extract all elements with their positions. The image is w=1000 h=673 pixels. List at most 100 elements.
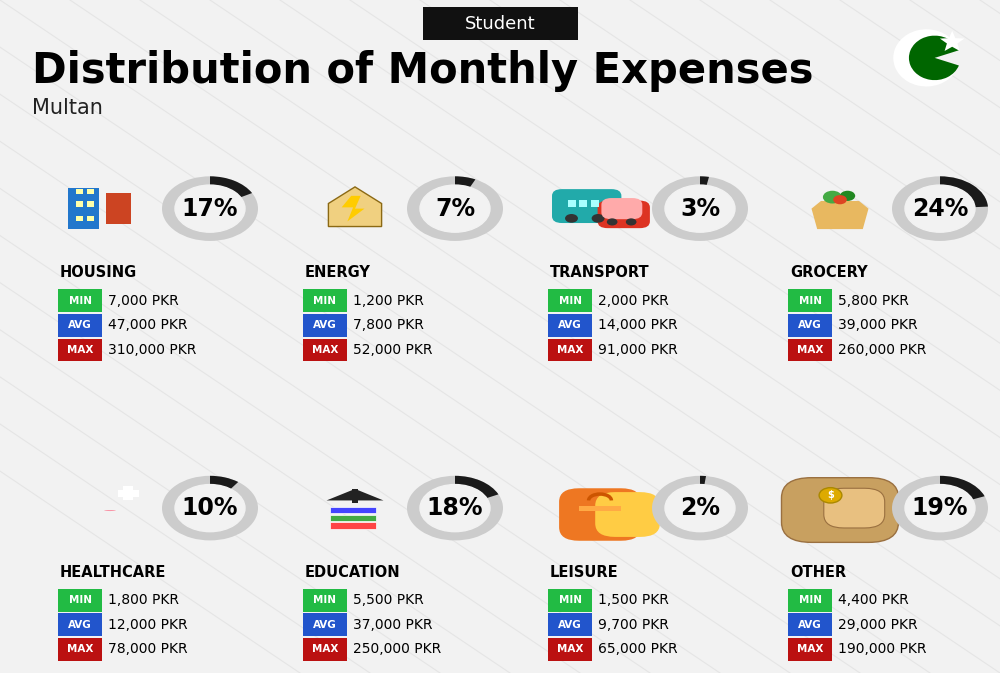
FancyBboxPatch shape [303,339,347,361]
FancyBboxPatch shape [601,198,642,219]
Circle shape [420,185,490,232]
FancyBboxPatch shape [58,289,102,312]
Text: 7%: 7% [435,197,475,221]
Text: 14,000 PKR: 14,000 PKR [598,318,678,332]
Wedge shape [652,476,748,540]
Text: MAX: MAX [797,345,823,355]
Text: MIN: MIN [559,596,582,605]
Circle shape [840,190,855,201]
FancyBboxPatch shape [788,613,832,636]
FancyBboxPatch shape [303,314,347,336]
Text: MAX: MAX [312,645,338,654]
FancyBboxPatch shape [87,189,94,194]
Text: 2%: 2% [680,496,720,520]
FancyBboxPatch shape [87,201,94,207]
Polygon shape [940,31,964,51]
Wedge shape [210,476,238,489]
FancyBboxPatch shape [591,200,599,207]
FancyBboxPatch shape [118,490,138,497]
Text: 65,000 PKR: 65,000 PKR [598,643,678,656]
Circle shape [905,185,975,232]
Circle shape [420,485,490,532]
Text: Student: Student [465,15,535,32]
Text: 29,000 PKR: 29,000 PKR [838,618,918,631]
FancyBboxPatch shape [58,314,102,336]
Text: 91,000 PKR: 91,000 PKR [598,343,678,357]
Text: 310,000 PKR: 310,000 PKR [108,343,196,357]
FancyBboxPatch shape [788,289,832,312]
Text: OTHER: OTHER [790,565,846,579]
FancyBboxPatch shape [548,613,592,636]
FancyBboxPatch shape [58,339,102,361]
FancyBboxPatch shape [548,314,592,336]
Text: HEALTHCARE: HEALTHCARE [60,565,166,579]
Text: AVG: AVG [68,320,92,330]
Text: 9,700 PKR: 9,700 PKR [598,618,669,631]
Wedge shape [162,476,258,540]
FancyBboxPatch shape [58,613,102,636]
Circle shape [607,218,617,225]
FancyBboxPatch shape [76,189,83,194]
Text: MAX: MAX [557,345,583,355]
Text: LEISURE: LEISURE [550,565,619,579]
Circle shape [175,185,245,232]
Wedge shape [940,476,985,499]
Text: 250,000 PKR: 250,000 PKR [353,643,441,656]
Text: 19%: 19% [912,496,968,520]
Text: 7,800 PKR: 7,800 PKR [353,318,424,332]
Circle shape [823,190,842,203]
Text: 1,200 PKR: 1,200 PKR [353,294,424,308]
FancyBboxPatch shape [788,638,832,661]
Wedge shape [700,476,706,485]
Text: Distribution of Monthly Expenses: Distribution of Monthly Expenses [32,50,814,92]
Wedge shape [455,176,475,187]
Text: 37,000 PKR: 37,000 PKR [353,618,432,631]
FancyBboxPatch shape [303,638,347,661]
Wedge shape [407,176,503,241]
Wedge shape [892,176,988,241]
Text: 7,000 PKR: 7,000 PKR [108,294,179,308]
Text: AVG: AVG [313,320,337,330]
Text: 5,500 PKR: 5,500 PKR [353,594,424,607]
Text: EDUCATION: EDUCATION [305,565,401,579]
Text: AVG: AVG [798,620,822,629]
Polygon shape [812,201,868,229]
FancyBboxPatch shape [552,189,621,223]
Text: HOUSING: HOUSING [60,265,137,280]
FancyBboxPatch shape [788,314,832,336]
Text: AVG: AVG [68,620,92,629]
Wedge shape [455,476,498,498]
FancyBboxPatch shape [58,638,102,661]
FancyBboxPatch shape [559,489,641,541]
Text: 47,000 PKR: 47,000 PKR [108,318,188,332]
Text: AVG: AVG [558,320,582,330]
FancyBboxPatch shape [548,339,592,361]
Wedge shape [893,30,955,86]
Text: 78,000 PKR: 78,000 PKR [108,643,188,656]
Text: 3%: 3% [680,197,720,221]
Text: 2,000 PKR: 2,000 PKR [598,294,669,308]
Wedge shape [700,176,709,186]
FancyBboxPatch shape [595,492,660,537]
FancyBboxPatch shape [58,589,102,612]
Text: 5,800 PKR: 5,800 PKR [838,294,909,308]
Circle shape [565,214,578,223]
Text: 24%: 24% [912,197,968,221]
FancyBboxPatch shape [352,489,358,503]
Text: MIN: MIN [798,296,822,306]
Circle shape [592,214,605,223]
FancyBboxPatch shape [548,289,592,312]
Polygon shape [328,187,382,227]
Wedge shape [210,176,252,197]
Circle shape [665,185,735,232]
FancyBboxPatch shape [76,216,83,221]
FancyBboxPatch shape [598,201,650,228]
Wedge shape [940,176,988,207]
Text: 17%: 17% [182,197,238,221]
Text: 12,000 PKR: 12,000 PKR [108,618,188,631]
Text: AVG: AVG [798,320,822,330]
Circle shape [626,218,636,225]
FancyBboxPatch shape [330,522,376,528]
FancyBboxPatch shape [76,201,83,207]
FancyBboxPatch shape [303,589,347,612]
